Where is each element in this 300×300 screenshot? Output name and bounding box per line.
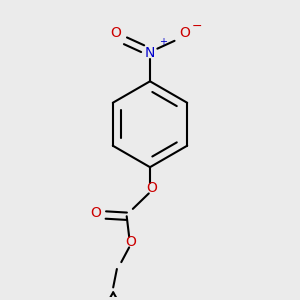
Text: O: O [110, 26, 121, 40]
Text: O: O [90, 206, 101, 220]
Text: O: O [125, 235, 136, 249]
Text: −: − [191, 20, 202, 33]
Text: N: N [145, 46, 155, 60]
Text: +: + [160, 37, 167, 47]
Text: O: O [179, 26, 190, 40]
Text: O: O [146, 181, 157, 195]
